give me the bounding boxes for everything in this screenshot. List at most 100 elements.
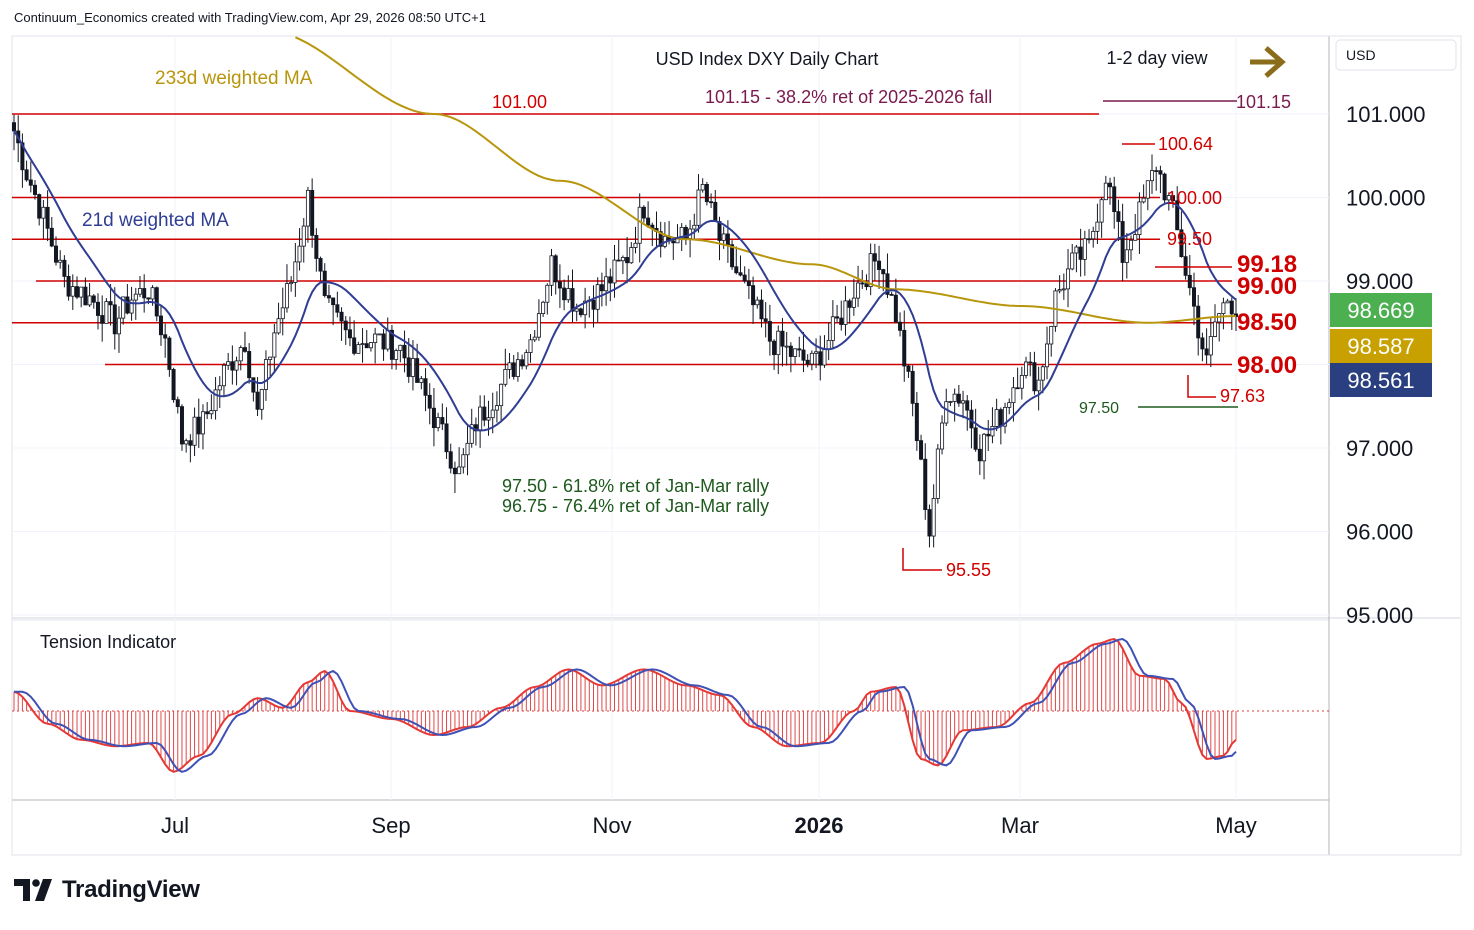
candle-body <box>146 297 151 300</box>
candle-body <box>1196 305 1201 339</box>
tension-line-fast <box>13 637 1237 773</box>
candle-body <box>641 206 646 219</box>
candle-body <box>116 317 121 335</box>
candle-body <box>28 179 33 186</box>
candle-body <box>725 233 730 246</box>
ma-233-label: 233d weighted MA <box>155 68 313 89</box>
candle-body <box>893 294 898 323</box>
candle-body <box>192 416 197 446</box>
candle-body <box>1045 343 1050 368</box>
candle-body <box>583 300 588 316</box>
time-tick-label: Sep <box>371 813 410 838</box>
candle-body <box>885 273 890 295</box>
candle-body <box>998 409 1003 427</box>
candle-body <box>532 336 537 341</box>
svg-text:98.587: 98.587 <box>1347 334 1414 359</box>
candle-body <box>965 400 970 411</box>
candle-body <box>465 442 470 456</box>
price-tick-label: 96.000 <box>1346 520 1413 545</box>
candle-body <box>910 370 915 404</box>
candle-body <box>536 313 541 338</box>
candle-body <box>129 299 134 314</box>
tradingview-logo-icon <box>14 879 52 901</box>
candle-body <box>1162 173 1167 201</box>
candle-body <box>1145 180 1150 199</box>
candle-body <box>1070 252 1075 270</box>
candle-body <box>877 260 882 270</box>
candle-body <box>436 417 441 429</box>
candle-body <box>293 261 298 283</box>
candle-body <box>1007 402 1012 408</box>
candle-body <box>276 318 281 334</box>
candle-body <box>746 280 751 286</box>
candle-body <box>578 308 583 316</box>
candle-body <box>62 259 67 277</box>
currency-box[interactable] <box>1335 39 1457 71</box>
candle-body <box>431 407 436 429</box>
candle-body <box>364 343 369 349</box>
view-label: 1-2 day view <box>1106 48 1208 68</box>
candle-body <box>158 315 163 336</box>
tension-indicator <box>12 637 1329 773</box>
candle-body <box>927 509 932 537</box>
candle-body <box>108 301 113 306</box>
candle-body <box>742 274 747 282</box>
candle-body <box>473 424 478 432</box>
candle-body <box>553 255 558 283</box>
candle-body <box>1166 195 1171 201</box>
candle-body <box>763 318 768 322</box>
candle-body <box>935 448 940 499</box>
candle-body <box>444 423 449 453</box>
arrow-right-icon <box>1250 46 1286 78</box>
candle-body <box>83 286 88 306</box>
candle-body <box>1011 387 1016 404</box>
currency-label: USD <box>1346 47 1376 63</box>
ma-21-label: 21d weighted MA <box>82 210 229 231</box>
candle-body <box>91 295 96 303</box>
candle-body <box>952 393 957 402</box>
time-tick-label: Nov <box>592 813 631 838</box>
candle-body <box>280 307 285 320</box>
candle-body <box>881 269 886 275</box>
candle-body <box>713 201 718 222</box>
candle-body <box>1133 234 1138 241</box>
time-axis-labels: Jul Sep Nov 2026 Mar May <box>161 813 1257 838</box>
candle-body <box>423 378 428 396</box>
candle-body <box>331 297 336 306</box>
candle-body <box>814 351 819 354</box>
candle-body <box>1078 246 1083 260</box>
candle-body <box>154 287 159 317</box>
candle-body <box>574 308 579 312</box>
candle-body <box>566 288 571 301</box>
candle-body <box>45 206 50 229</box>
candle-body <box>478 406 483 432</box>
candle-body <box>730 244 735 268</box>
candle-body <box>1024 361 1029 376</box>
candle-body <box>238 347 243 362</box>
candle-body <box>389 329 394 360</box>
candle-body <box>377 333 382 336</box>
candle-body <box>776 330 781 356</box>
candle-body <box>679 226 684 239</box>
recent-low-marker <box>1187 375 1216 398</box>
candle-body <box>452 467 457 475</box>
candle-body <box>994 409 999 427</box>
candle-body <box>612 259 617 284</box>
tradingview-logo[interactable]: TradingView <box>14 876 200 904</box>
candle-body <box>809 352 814 365</box>
candle-body <box>709 201 714 204</box>
ma-21-line <box>13 130 1237 432</box>
candle-body <box>394 350 399 360</box>
candle-body <box>310 189 315 236</box>
candle-body <box>175 399 180 408</box>
candle-body <box>948 401 953 403</box>
candle-body <box>889 294 894 296</box>
candle-body <box>1003 406 1008 427</box>
candle-body <box>440 417 445 425</box>
candle-body <box>255 391 260 410</box>
candle-body <box>398 344 403 351</box>
candle-body <box>1015 387 1020 390</box>
candle-body <box>58 259 63 263</box>
candle-body <box>562 287 567 301</box>
